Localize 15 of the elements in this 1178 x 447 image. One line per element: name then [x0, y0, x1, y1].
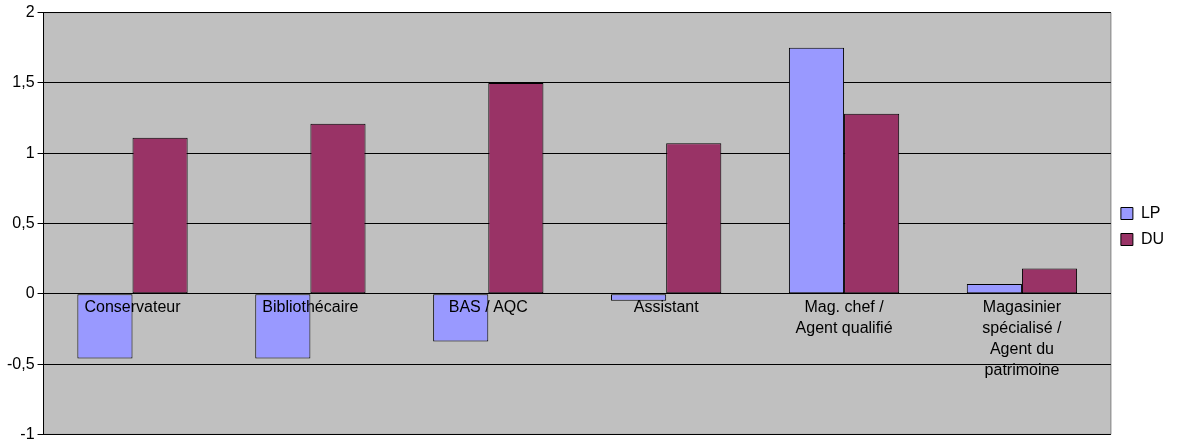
y-tick-label: 2: [25, 3, 35, 21]
x-tick-label: Mag. chef / Agent qualifié: [795, 298, 893, 337]
x-tick-label: BAS / AQC: [448, 298, 528, 316]
y-tick-label: 0: [25, 284, 35, 302]
y-tick-label: -1: [20, 424, 35, 442]
x-tick-label: Conservateur: [84, 298, 182, 316]
x-tick-label: Assistant: [633, 298, 700, 316]
x-tick-label: Bibliothécaire: [262, 298, 359, 316]
legend-label: LP: [1140, 203, 1161, 221]
y-tick-label: 0,5: [12, 213, 35, 231]
x-tick-label: Magasinier spécialisé / Agent du patrimoine: [982, 298, 1063, 378]
y-tick-label: -0,5: [6, 354, 35, 372]
y-tick-label: 1: [25, 143, 35, 161]
y-tick-label: 1,5: [12, 73, 35, 91]
legend-label: DU: [1140, 229, 1164, 247]
